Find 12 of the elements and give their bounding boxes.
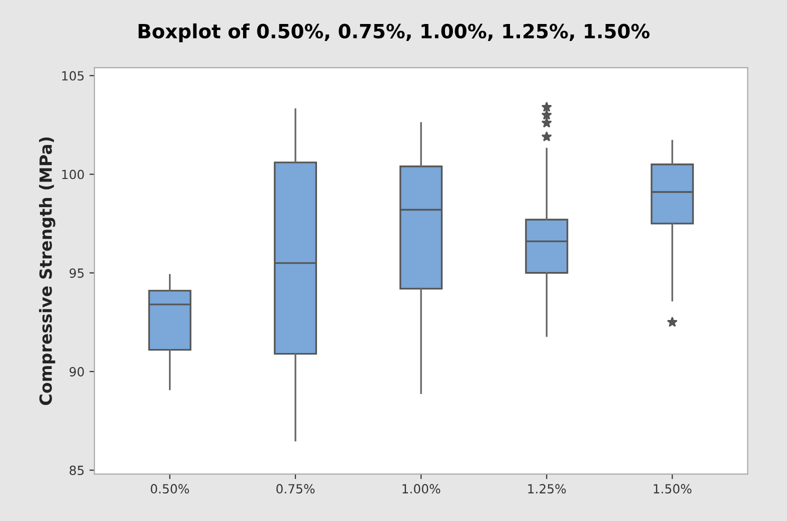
chart-title: Boxplot of 0.50%, 0.75%, 1.00%, 1.25%, 1.50%: [138, 23, 650, 42]
x-tick-label: 1.50%: [654, 484, 692, 494]
y-tick-label: 105: [62, 71, 84, 81]
x-tick-label: 1.00%: [402, 484, 440, 494]
x-tick-label: 0.50%: [150, 484, 189, 494]
y-tick-label: 100: [62, 170, 84, 180]
x-tick-label: 0.75%: [276, 484, 315, 494]
y-axis-title: Compressive Strength (MPa): [39, 137, 56, 405]
y-tick-label: 85: [70, 466, 84, 476]
y-tick-label: 90: [70, 367, 84, 376]
x-tick-label: 1.25%: [528, 484, 566, 494]
y-tick-label: 95: [70, 268, 84, 278]
